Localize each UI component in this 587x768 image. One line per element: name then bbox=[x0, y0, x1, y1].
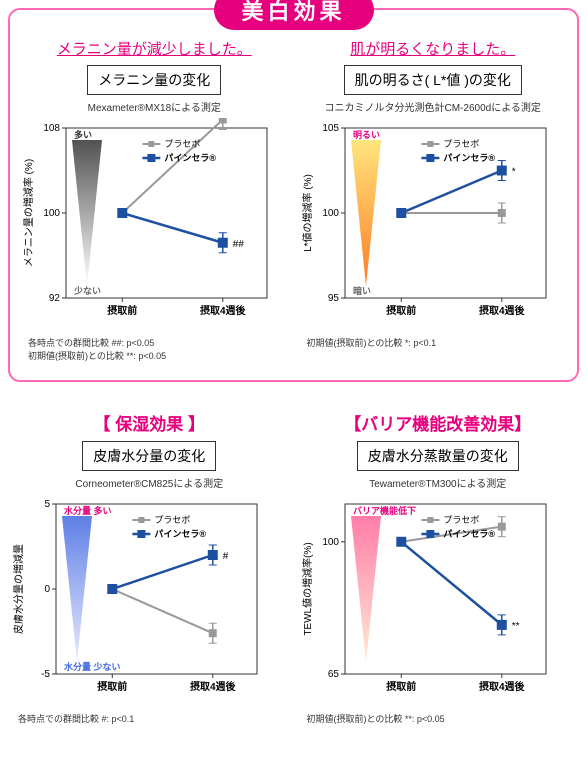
moisture-chart-title: 皮膚水分量の変化 bbox=[82, 441, 216, 471]
svg-text:-5: -5 bbox=[41, 669, 50, 680]
svg-text:*: * bbox=[511, 167, 515, 178]
svg-text:プラセボ: プラセボ bbox=[443, 515, 479, 525]
svg-text:メラニン量の増減率 (%): メラニン量の増減率 (%) bbox=[22, 159, 35, 267]
moisture-panel: 【 保湿効果 】 皮膚水分量の変化 Corneometer®CM825による測定… bbox=[8, 390, 291, 726]
brightness-instrument: コニカミノルタ分光測色計CM-2600dによる測定 bbox=[297, 99, 570, 114]
brightness-panel: 肌が明るくなりました。 肌の明るさ( L*値 )の変化 コニカミノルタ分光測色計… bbox=[297, 22, 570, 362]
brightness-subtitle: 肌が明るくなりました。 bbox=[297, 38, 570, 59]
svg-text:92: 92 bbox=[49, 293, 61, 304]
svg-text:摂取4週後: 摂取4週後 bbox=[478, 680, 525, 693]
whitening-section: 美白効果 メラニン量が減少しました。 メラニン量の変化 Mexameter®MX… bbox=[8, 8, 579, 382]
svg-text:5: 5 bbox=[44, 499, 50, 510]
svg-text:プラセボ: プラセボ bbox=[154, 515, 190, 525]
svg-text:95: 95 bbox=[327, 293, 339, 304]
brightness-footnote: 初期値(摂取前)との比較 *: p<0.1 bbox=[297, 337, 570, 350]
svg-text:プラセボ: プラセボ bbox=[443, 139, 479, 149]
svg-text:摂取前: 摂取前 bbox=[97, 680, 127, 693]
barrier-footnote: 初期値(摂取前)との比較 **: p<0.05 bbox=[297, 713, 580, 726]
melanin-chart-title: メラニン量の変化 bbox=[87, 65, 221, 95]
melanin-footnote: 各時点での群間比較 ##: p<0.05 初期値(摂取前)との比較 **: p<… bbox=[18, 337, 291, 362]
svg-text:明るい: 明るい bbox=[353, 130, 380, 140]
whitening-title: 美白効果 bbox=[213, 0, 373, 30]
moisture-chart: -5 0 5 摂取前 摂取4週後 皮膚水分量の増減量 水分量 多い水分量 少ない # プラセボパ… bbox=[8, 494, 291, 709]
svg-text:100: 100 bbox=[322, 208, 339, 219]
barrier-chart: 65 100 摂取前 摂取4週後 TEWL値の増減率(%) バリア機能低下 ** プラセボパイ… bbox=[297, 494, 580, 709]
svg-text:摂取4週後: 摂取4週後 bbox=[190, 680, 237, 693]
svg-text:100: 100 bbox=[322, 537, 339, 548]
svg-text:プラセボ: プラセボ bbox=[164, 139, 200, 149]
svg-text:摂取前: 摂取前 bbox=[107, 304, 137, 317]
svg-text:TEWL値の増減率(%): TEWL値の増減率(%) bbox=[301, 543, 314, 636]
melanin-panel: メラニン量が減少しました。 メラニン量の変化 Mexameter®MX18による… bbox=[18, 22, 291, 362]
svg-text:摂取4週後: 摂取4週後 bbox=[200, 304, 247, 317]
moisture-header: 【 保湿効果 】 bbox=[8, 410, 291, 435]
svg-text:暗い: 暗い bbox=[353, 285, 371, 296]
svg-text:バリア機能低下: バリア機能低下 bbox=[353, 505, 416, 516]
moisture-instrument: Corneometer®CM825による測定 bbox=[8, 475, 291, 490]
brightness-chart-title: 肌の明るさ( L*値 )の変化 bbox=[344, 65, 522, 95]
svg-text:L*値の増減率 (%): L*値の増減率 (%) bbox=[301, 174, 314, 252]
melanin-subtitle: メラニン量が減少しました。 bbox=[18, 38, 291, 59]
svg-text:0: 0 bbox=[44, 584, 50, 595]
melanin-chart: 92100108摂取前摂取4週後メラニン量の増減率 (%)多い少ない**##プラ… bbox=[18, 118, 291, 333]
svg-text:105: 105 bbox=[322, 123, 339, 134]
svg-text:パインセラ®: パインセラ® bbox=[443, 152, 495, 163]
barrier-instrument: Tewameter®TM300による測定 bbox=[297, 475, 580, 490]
barrier-header: 【バリア機能改善効果】 bbox=[297, 410, 580, 435]
svg-text:多い: 多い bbox=[74, 129, 92, 140]
svg-text:##: ## bbox=[233, 239, 245, 250]
svg-text:摂取4週後: 摂取4週後 bbox=[478, 304, 525, 317]
svg-text:#: # bbox=[223, 551, 229, 562]
svg-text:摂取前: 摂取前 bbox=[386, 680, 416, 693]
svg-text:水分量 多い: 水分量 多い bbox=[64, 505, 112, 516]
svg-text:皮膚水分量の増減量: 皮膚水分量の増減量 bbox=[12, 544, 25, 634]
svg-text:水分量 少ない: 水分量 少ない bbox=[64, 661, 121, 672]
svg-text:**: ** bbox=[511, 621, 519, 632]
svg-text:パインセラ®: パインセラ® bbox=[164, 152, 216, 163]
svg-text:108: 108 bbox=[43, 123, 60, 134]
svg-text:少ない: 少ない bbox=[73, 285, 101, 296]
svg-text:摂取前: 摂取前 bbox=[386, 304, 416, 317]
svg-text:パインセラ®: パインセラ® bbox=[443, 528, 495, 539]
svg-text:100: 100 bbox=[43, 208, 60, 219]
svg-text:パインセラ®: パインセラ® bbox=[154, 528, 206, 539]
barrier-panel: 【バリア機能改善効果】 皮膚水分蒸散量の変化 Tewameter®TM300によ… bbox=[297, 390, 580, 726]
barrier-chart-title: 皮膚水分蒸散量の変化 bbox=[357, 441, 519, 471]
moisture-footnote: 各時点での群間比較 #: p<0.1 bbox=[8, 713, 291, 726]
svg-text:65: 65 bbox=[327, 669, 339, 680]
brightness-chart: 95 100 105 摂取前 摂取4週後 L*値の増減率 (%) 明るい暗い * プラセボパイン… bbox=[297, 118, 570, 333]
melanin-instrument: Mexameter®MX18による測定 bbox=[18, 99, 291, 114]
